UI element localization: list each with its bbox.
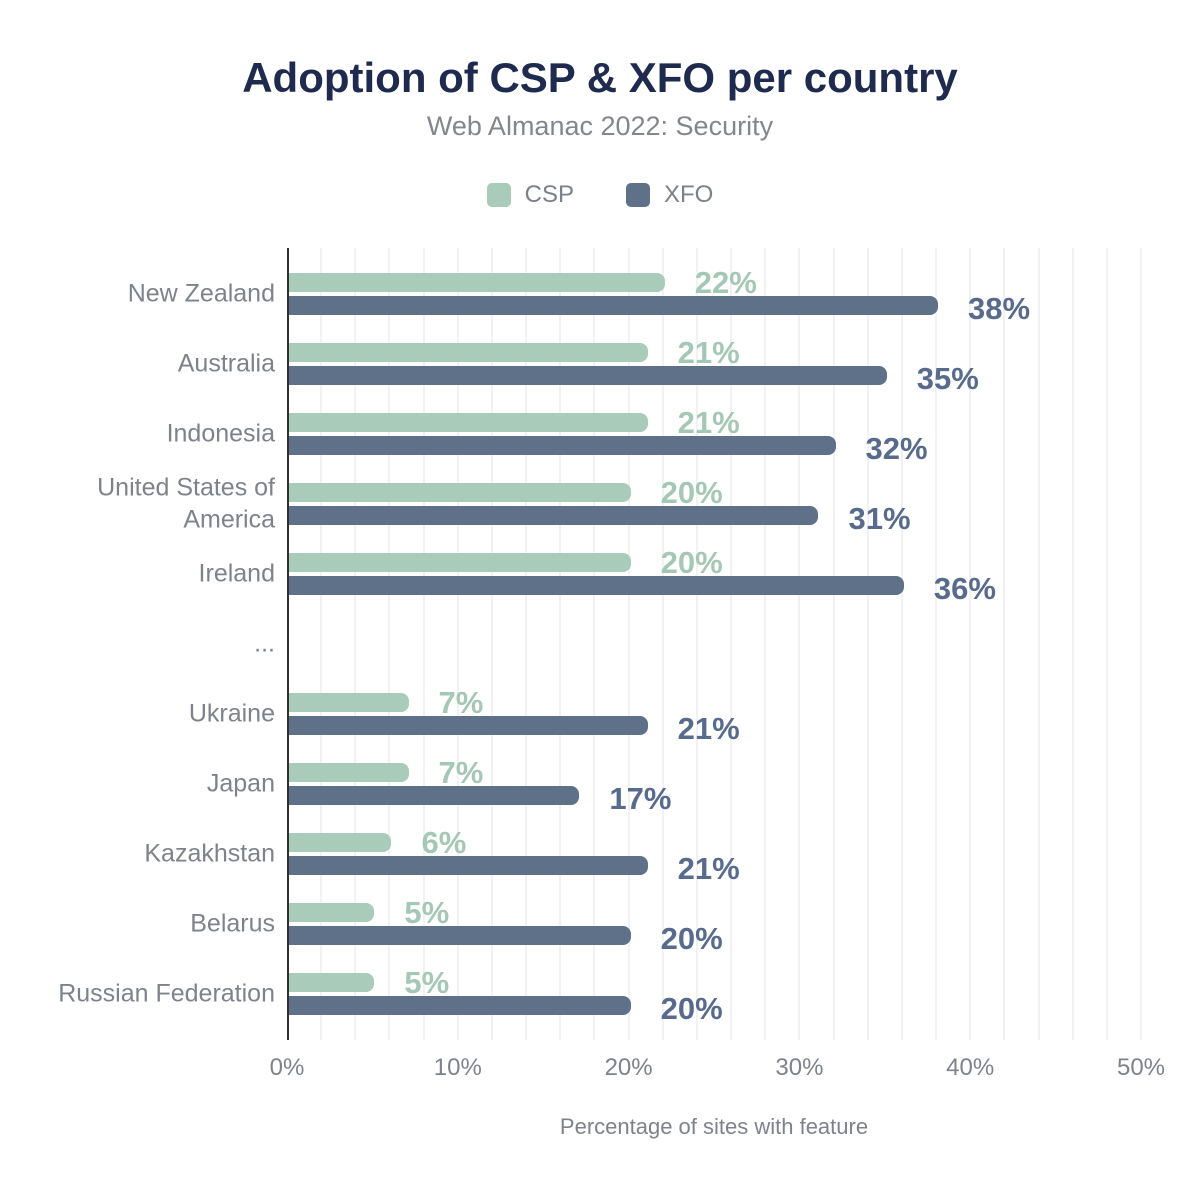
y-axis-line bbox=[287, 248, 289, 1040]
category-label: New Zealand bbox=[127, 279, 275, 308]
gridline bbox=[1140, 248, 1142, 1040]
gridline bbox=[969, 248, 972, 1040]
legend: CSP XFO bbox=[0, 181, 1200, 209]
xfo-bar bbox=[289, 366, 887, 385]
chart-title: Adoption of CSP & XFO per country bbox=[242, 54, 958, 101]
category-label: Japan bbox=[206, 769, 275, 798]
gridline bbox=[559, 248, 562, 1040]
category-label: ... bbox=[254, 629, 275, 658]
xfo-bar bbox=[289, 296, 939, 315]
x-tick-label: 20% bbox=[604, 1054, 653, 1081]
gridline bbox=[354, 248, 357, 1040]
x-tick-label: 40% bbox=[946, 1054, 995, 1081]
xfo-bar bbox=[289, 996, 631, 1015]
category-label: Belarus bbox=[190, 909, 275, 938]
csp-bar bbox=[289, 973, 375, 992]
xfo-bar bbox=[289, 786, 580, 805]
chart-subtitle: Web Almanac 2022: Security bbox=[426, 111, 774, 141]
gridline bbox=[798, 248, 801, 1040]
csp-bar bbox=[289, 693, 409, 712]
x-tick-label: 0% bbox=[269, 1054, 305, 1081]
csp-bar bbox=[289, 273, 665, 292]
gridline bbox=[1003, 248, 1006, 1040]
category-label: Kazakhstan bbox=[144, 839, 275, 868]
x-tick-label: 50% bbox=[1116, 1054, 1166, 1081]
gridline bbox=[900, 248, 903, 1040]
xfo-value-label: 20% bbox=[660, 920, 723, 956]
plot-area: Percentage of sites with feature New Zea… bbox=[58, 248, 1165, 1139]
csp-value-label: 22% bbox=[694, 264, 757, 300]
csp-value-label: 20% bbox=[660, 544, 723, 580]
gridline bbox=[935, 248, 938, 1040]
csp-bar bbox=[289, 343, 648, 362]
xfo-value-label: 20% bbox=[660, 990, 723, 1026]
xfo-value-label: 36% bbox=[933, 570, 996, 606]
csp-value-label: 5% bbox=[404, 894, 450, 930]
category-label: Russian Federation bbox=[58, 979, 275, 1008]
xfo-bar bbox=[289, 926, 631, 945]
gridline bbox=[422, 248, 425, 1040]
legend-label-xfo: XFO bbox=[664, 181, 714, 208]
csp-swatch-icon bbox=[486, 183, 511, 207]
gridline bbox=[490, 248, 493, 1040]
x-tick-label: 30% bbox=[775, 1054, 824, 1081]
category-label: Australia bbox=[177, 349, 275, 378]
gridline bbox=[1037, 248, 1040, 1040]
xfo-value-label: 17% bbox=[609, 780, 672, 816]
csp-value-label: 6% bbox=[421, 824, 467, 860]
category-label: Ireland bbox=[198, 559, 275, 588]
xfo-value-label: 21% bbox=[677, 850, 740, 886]
legend-label-csp: CSP bbox=[524, 181, 574, 208]
legend-item-xfo: XFO bbox=[626, 181, 713, 209]
gridline bbox=[661, 248, 664, 1040]
csp-bar bbox=[289, 553, 631, 572]
xfo-value-label: 31% bbox=[848, 500, 911, 536]
xfo-value-label: 21% bbox=[677, 710, 740, 746]
csp-value-label: 7% bbox=[438, 754, 484, 790]
xfo-bar bbox=[289, 716, 648, 735]
gridline bbox=[1071, 248, 1074, 1040]
gridline bbox=[730, 248, 733, 1040]
xfo-bar bbox=[289, 506, 819, 525]
csp-value-label: 7% bbox=[438, 684, 484, 720]
csp-bar bbox=[289, 833, 392, 852]
xfo-value-label: 32% bbox=[865, 430, 928, 466]
category-label: Indonesia bbox=[166, 419, 275, 448]
xfo-bar bbox=[289, 576, 904, 595]
x-tick-label: 10% bbox=[433, 1054, 482, 1081]
gridline bbox=[593, 248, 596, 1040]
csp-value-label: 21% bbox=[677, 404, 740, 440]
x-axis-title: Percentage of sites with feature bbox=[559, 1114, 869, 1139]
gridline bbox=[525, 248, 528, 1040]
csp-bar bbox=[289, 763, 409, 782]
gridline bbox=[695, 248, 698, 1040]
csp-bar bbox=[289, 413, 648, 432]
xfo-value-label: 35% bbox=[916, 360, 979, 396]
xfo-swatch-icon bbox=[626, 183, 650, 207]
category-label: United States of America bbox=[97, 473, 275, 534]
gridline bbox=[866, 248, 869, 1040]
gridline bbox=[627, 248, 630, 1040]
gridline bbox=[832, 248, 835, 1040]
csp-bar bbox=[289, 483, 631, 502]
xfo-bar bbox=[289, 856, 648, 875]
xfo-value-label: 38% bbox=[968, 290, 1031, 326]
gridline bbox=[388, 248, 391, 1040]
csp-value-label: 21% bbox=[677, 334, 740, 370]
gridline bbox=[320, 248, 323, 1040]
gridline bbox=[764, 248, 767, 1040]
legend-item-csp: CSP bbox=[486, 181, 574, 209]
xfo-bar bbox=[289, 436, 836, 455]
gridline bbox=[1105, 248, 1108, 1040]
csp-value-label: 5% bbox=[404, 964, 450, 1000]
csp-value-label: 20% bbox=[660, 474, 723, 510]
gridline bbox=[456, 248, 459, 1040]
category-label: Ukraine bbox=[188, 699, 275, 728]
csp-bar bbox=[289, 903, 375, 922]
